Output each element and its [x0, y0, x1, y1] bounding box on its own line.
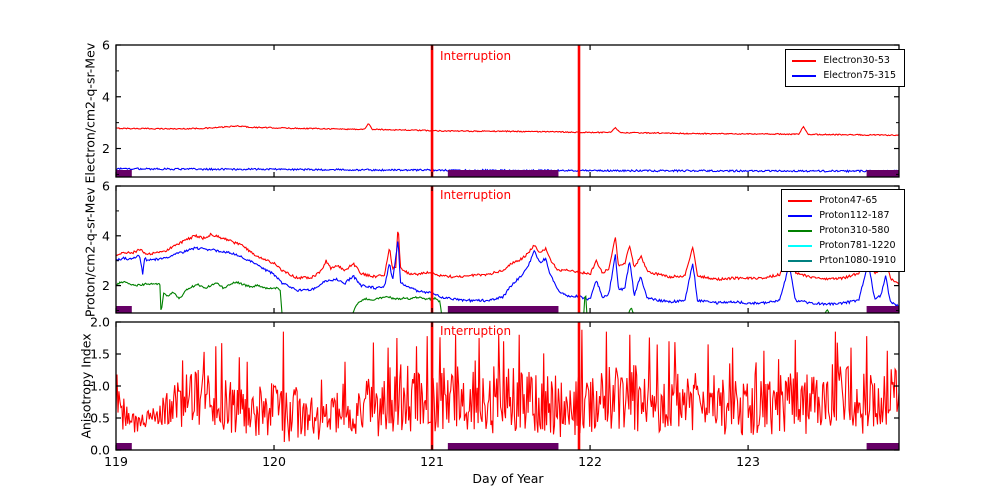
svg-text:4: 4 [102, 89, 110, 104]
legend-entry: Proton781-1220 [788, 238, 896, 253]
legend-entry: Proton112-187 [788, 208, 896, 223]
legend-label: Proton310-580 [819, 225, 890, 236]
svg-text:4: 4 [102, 228, 110, 243]
svg-text:6: 6 [102, 38, 110, 53]
interruption-label-proton: Interruption [440, 188, 512, 202]
legend-entry: Proton310-580 [788, 223, 896, 238]
legend-label: Proton47-65 [819, 195, 878, 206]
svg-text:6: 6 [102, 179, 110, 194]
svg-text:123: 123 [736, 454, 760, 469]
proton-legend: Proton47-65 Proton112-187 Proton310-580 Pro… [781, 189, 905, 272]
x-axis-label: Day of Year [472, 471, 544, 486]
svg-text:1.0: 1.0 [90, 379, 110, 394]
svg-text:0.5: 0.5 [90, 411, 110, 426]
legend-entry: Prton1080-1910 [788, 253, 896, 268]
svg-text:119: 119 [104, 454, 128, 469]
legend-line-swatch [792, 59, 817, 62]
svg-text:2.0: 2.0 [90, 315, 110, 330]
electron-legend: Electron30-53 Electron75-315 [785, 49, 905, 87]
legend-entry: Proton47-65 [788, 193, 896, 208]
legend-label: Prton1080-1910 [819, 255, 896, 266]
interruption-label-anisotropy: Interruption [440, 324, 512, 338]
legend-line-swatch [788, 259, 813, 262]
legend-line-swatch [792, 74, 817, 77]
legend-line-swatch [788, 244, 813, 247]
svg-text:0.0: 0.0 [90, 443, 110, 458]
legend-entry: Electron75-315 [792, 68, 896, 83]
legend-label: Electron30-53 [823, 55, 890, 66]
svg-text:2: 2 [102, 278, 110, 293]
svg-text:2: 2 [102, 141, 110, 156]
legend-line-swatch [788, 214, 813, 217]
svg-text:120: 120 [262, 454, 286, 469]
svg-text:1.5: 1.5 [90, 347, 110, 362]
legend-label: Proton781-1220 [819, 240, 896, 251]
y-axis-label-flux: Proton/cm2-q-sr-Mev Electron/cm2-q-sr-Me… [82, 42, 98, 318]
legend-label: Electron75-315 [823, 70, 896, 81]
interruption-label-electron: Interruption [440, 49, 512, 63]
legend-line-swatch [788, 229, 813, 232]
legend-line-swatch [788, 199, 813, 202]
legend-label: Proton112-187 [819, 210, 890, 221]
legend-entry: Electron30-53 [792, 53, 896, 68]
svg-text:121: 121 [420, 454, 444, 469]
y-axis-label-anisotropy: Anisotropy Index [78, 333, 94, 439]
svg-text:122: 122 [578, 454, 602, 469]
